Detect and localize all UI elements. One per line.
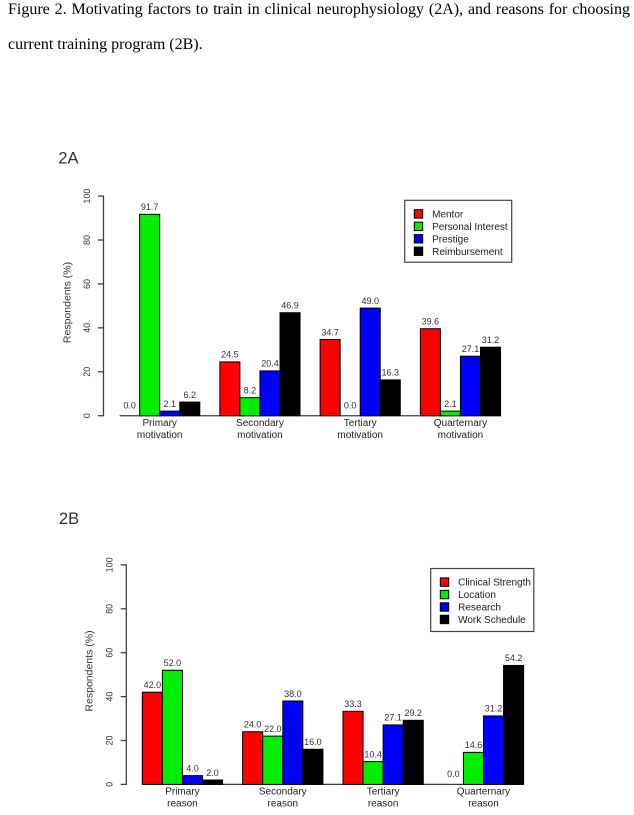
svg-text:16.0: 16.0 xyxy=(304,737,322,747)
svg-text:motivation: motivation xyxy=(137,430,183,441)
svg-text:motivation: motivation xyxy=(337,430,383,441)
svg-text:20: 20 xyxy=(105,735,115,745)
svg-text:4.0: 4.0 xyxy=(186,763,199,773)
svg-text:91.7: 91.7 xyxy=(141,202,159,212)
svg-text:33.3: 33.3 xyxy=(344,699,362,709)
svg-text:20.4: 20.4 xyxy=(261,359,279,369)
svg-text:Quarternary: Quarternary xyxy=(434,418,487,429)
svg-text:27.1: 27.1 xyxy=(462,344,480,354)
svg-text:0: 0 xyxy=(105,782,115,787)
svg-text:16.3: 16.3 xyxy=(382,368,400,378)
svg-text:Research: Research xyxy=(458,603,501,614)
svg-text:39.6: 39.6 xyxy=(422,317,440,327)
svg-text:27.1: 27.1 xyxy=(384,713,402,723)
svg-text:Respondents (%): Respondents (%) xyxy=(62,262,74,343)
svg-text:motivation: motivation xyxy=(438,430,484,441)
svg-text:Reimbursement: Reimbursement xyxy=(432,247,503,258)
svg-text:Clinical Strength: Clinical Strength xyxy=(458,578,531,589)
svg-text:52.0: 52.0 xyxy=(164,658,182,668)
svg-text:24.0: 24.0 xyxy=(244,720,262,730)
svg-text:54.2: 54.2 xyxy=(505,653,523,663)
svg-text:motivation: motivation xyxy=(237,430,283,441)
svg-text:60: 60 xyxy=(82,279,92,289)
svg-text:2.1: 2.1 xyxy=(444,399,457,409)
svg-text:80: 80 xyxy=(82,235,92,245)
svg-text:24.5: 24.5 xyxy=(221,350,239,360)
svg-text:Location: Location xyxy=(458,590,496,601)
svg-text:0: 0 xyxy=(82,413,92,418)
svg-text:38.0: 38.0 xyxy=(284,689,302,699)
svg-text:2.1: 2.1 xyxy=(163,399,176,409)
svg-text:60: 60 xyxy=(105,648,115,658)
svg-text:Tertiary: Tertiary xyxy=(344,418,377,429)
svg-text:31.2: 31.2 xyxy=(485,704,503,714)
svg-text:Respondents (%): Respondents (%) xyxy=(84,630,96,711)
svg-text:Quarternary: Quarternary xyxy=(457,787,510,798)
svg-text:46.9: 46.9 xyxy=(281,301,299,311)
svg-text:42.0: 42.0 xyxy=(144,680,162,690)
svg-text:Personal Interest: Personal Interest xyxy=(432,222,508,233)
svg-text:10.4: 10.4 xyxy=(364,749,382,759)
svg-text:0.0: 0.0 xyxy=(344,400,357,410)
svg-text:20: 20 xyxy=(82,367,92,377)
svg-text:40: 40 xyxy=(82,323,92,333)
svg-text:100: 100 xyxy=(82,189,92,204)
svg-text:Primary: Primary xyxy=(142,418,176,429)
svg-text:0.0: 0.0 xyxy=(447,769,460,779)
svg-text:Secondary: Secondary xyxy=(259,787,307,798)
svg-text:14.6: 14.6 xyxy=(465,740,483,750)
svg-text:49.0: 49.0 xyxy=(361,296,379,306)
svg-text:Tertiary: Tertiary xyxy=(367,787,400,798)
svg-text:100: 100 xyxy=(105,557,115,572)
svg-text:Mentor: Mentor xyxy=(432,210,464,221)
svg-text:2B: 2B xyxy=(59,510,79,528)
svg-text:8.2: 8.2 xyxy=(244,385,257,395)
svg-text:0.0: 0.0 xyxy=(123,400,136,410)
svg-text:Prestige: Prestige xyxy=(432,234,469,245)
svg-text:34.7: 34.7 xyxy=(321,327,339,337)
svg-text:80: 80 xyxy=(105,604,115,614)
svg-text:31.2: 31.2 xyxy=(482,335,500,345)
svg-text:2A: 2A xyxy=(58,149,78,167)
svg-text:reason: reason xyxy=(167,799,198,810)
svg-text:reason: reason xyxy=(268,799,299,810)
svg-text:29.2: 29.2 xyxy=(404,708,422,718)
svg-text:Primary: Primary xyxy=(165,787,199,798)
svg-text:Secondary: Secondary xyxy=(236,418,284,429)
svg-text:22.0: 22.0 xyxy=(264,724,282,734)
svg-text:2.0: 2.0 xyxy=(206,768,219,778)
svg-text:Work Schedule: Work Schedule xyxy=(458,615,526,626)
svg-text:reason: reason xyxy=(368,799,399,810)
svg-text:6.2: 6.2 xyxy=(184,390,197,400)
svg-text:reason: reason xyxy=(468,799,499,810)
svg-text:40: 40 xyxy=(105,692,115,702)
